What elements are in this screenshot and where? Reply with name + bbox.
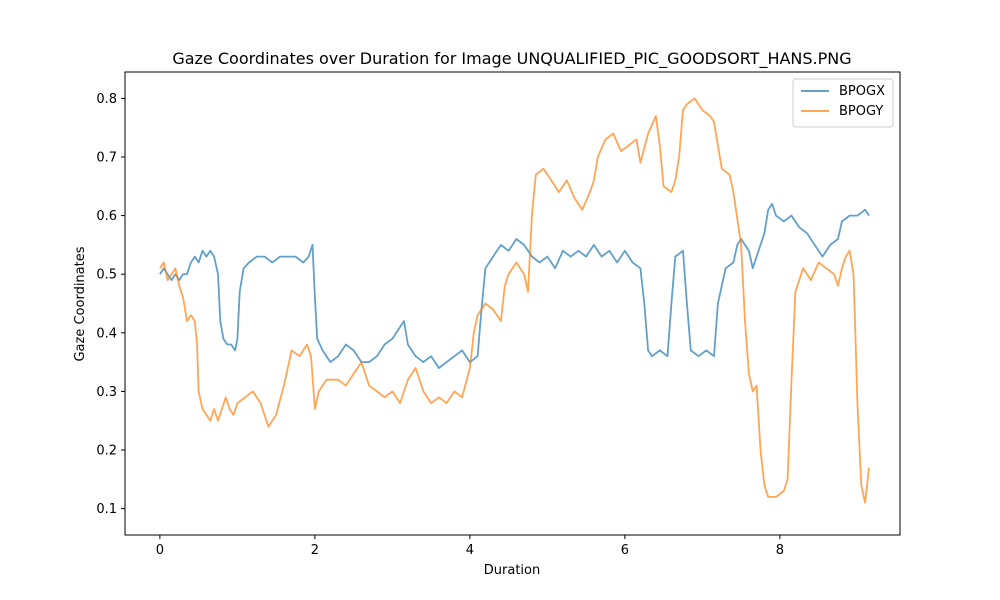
y-axis-label: Gaze Coordinates <box>73 246 88 361</box>
legend: BPOGX BPOGY <box>792 78 894 128</box>
x-tick-label: 2 <box>311 543 319 558</box>
series-layer <box>159 97 870 504</box>
y-tick-label: 0.6 <box>96 209 117 224</box>
series-line-bpogy <box>159 97 870 504</box>
legend-label-bpogy: BPOGY <box>839 104 883 119</box>
series-line-bpogx <box>159 203 870 369</box>
x-tick-label: 8 <box>776 543 784 558</box>
y-tick-label: 0.7 <box>96 150 117 165</box>
x-tick-label: 0 <box>156 543 164 558</box>
x-tick-label: 4 <box>466 543 474 558</box>
y-tick-label: 0.4 <box>96 326 117 341</box>
y-tick-label: 0.5 <box>96 268 117 283</box>
chart-title: Gaze Coordinates over Duration for Image… <box>172 49 851 69</box>
y-tick-label: 0.1 <box>96 502 117 517</box>
y-tick-label: 0.3 <box>96 385 117 400</box>
y-tick-label: 0.2 <box>96 444 117 459</box>
y-axis: 0.1 0.2 0.3 0.4 0.5 0.6 0.7 0.8 <box>96 92 125 517</box>
x-tick-label: 6 <box>621 543 629 558</box>
x-axis: 0 2 4 6 8 <box>156 535 784 558</box>
x-axis-label: Duration <box>484 563 540 578</box>
legend-label-bpogx: BPOGX <box>839 84 885 99</box>
y-tick-label: 0.8 <box>96 92 117 107</box>
plot-frame <box>124 71 901 536</box>
